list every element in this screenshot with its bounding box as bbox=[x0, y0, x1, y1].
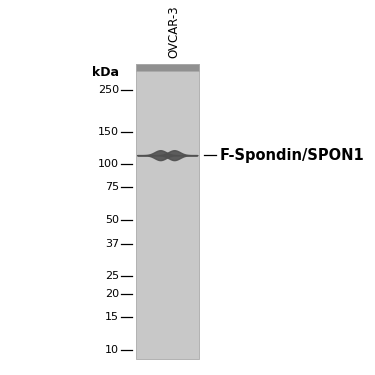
Text: 150: 150 bbox=[98, 127, 119, 136]
Text: OVCAR-3: OVCAR-3 bbox=[167, 5, 180, 57]
Bar bbox=[136, 64, 199, 359]
Text: 50: 50 bbox=[105, 215, 119, 225]
Text: 250: 250 bbox=[98, 86, 119, 96]
Text: 15: 15 bbox=[105, 312, 119, 322]
Text: 10: 10 bbox=[105, 345, 119, 355]
Text: 20: 20 bbox=[105, 289, 119, 299]
Text: F-Spondin/SPON1: F-Spondin/SPON1 bbox=[219, 148, 364, 163]
Text: 25: 25 bbox=[105, 271, 119, 281]
Text: 100: 100 bbox=[98, 159, 119, 169]
Text: 75: 75 bbox=[105, 183, 119, 192]
Bar bbox=[136, 64, 199, 72]
Text: 37: 37 bbox=[105, 239, 119, 249]
Text: kDa: kDa bbox=[92, 66, 119, 79]
